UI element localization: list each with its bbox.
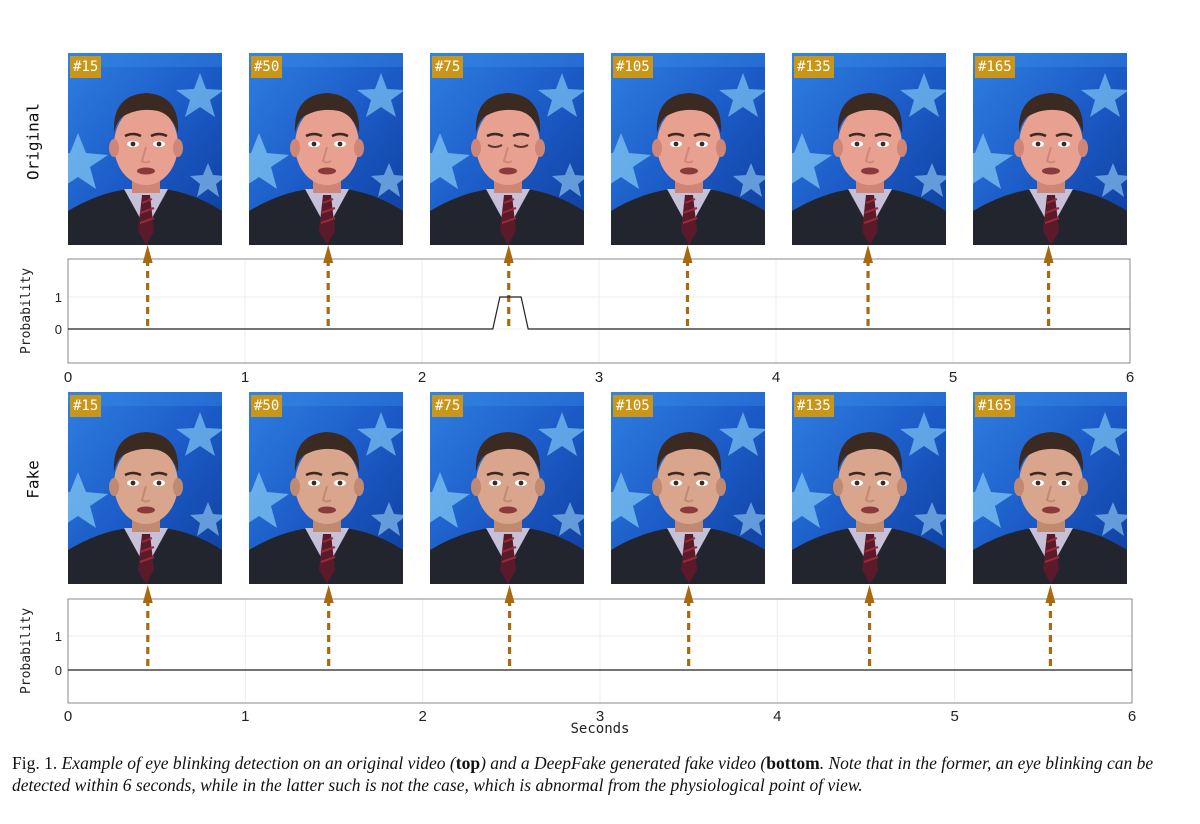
frame-number-badge: #165 <box>975 56 1015 78</box>
video-frame: #165 <box>973 53 1127 245</box>
video-frame: #105 <box>611 392 765 584</box>
frame-number-badge: #50 <box>251 395 283 417</box>
x-tick-label: 0 <box>64 369 72 386</box>
y-tick-label: 1 <box>55 290 62 305</box>
news-anchor-image <box>973 53 1127 245</box>
y-tick-label: 0 <box>55 322 62 337</box>
news-anchor-image <box>792 53 946 245</box>
arrow-head <box>683 585 694 603</box>
frame-number-badge: #75 <box>432 56 464 78</box>
video-frame: #15 <box>68 53 222 245</box>
y-tick-label: 0 <box>55 663 62 678</box>
x-tick-label: 6 <box>1126 369 1134 386</box>
frame-number-badge: #105 <box>613 56 653 78</box>
news-anchor-image <box>68 392 222 584</box>
arrow-head <box>863 245 874 263</box>
figure-caption: Fig. 1. Example of eye blinking detectio… <box>12 752 1190 796</box>
x-tick-label: 6 <box>1128 708 1136 725</box>
x-tick-label: 3 <box>596 708 604 725</box>
probability-line <box>68 296 1130 330</box>
frame-number-badge: #15 <box>70 395 102 417</box>
y-tick-label: 1 <box>55 629 62 644</box>
x-tick-label: 5 <box>950 708 958 725</box>
video-frame: #105 <box>611 53 765 245</box>
frame-number-badge: #165 <box>975 395 1015 417</box>
video-frame: #135 <box>792 53 946 245</box>
arrow-head <box>682 245 693 263</box>
video-frame: #50 <box>249 53 403 245</box>
frame-number-badge: #50 <box>251 56 283 78</box>
arrow-head <box>323 585 334 603</box>
x-tick-label: 1 <box>241 708 249 725</box>
x-tick-label: 3 <box>595 369 603 386</box>
arrow-head <box>864 585 875 603</box>
video-frame: #75 <box>430 53 584 245</box>
y-axis-label: Probability <box>19 268 34 354</box>
news-anchor-image <box>611 392 765 584</box>
arrow-head <box>504 585 515 603</box>
news-anchor-image <box>973 392 1127 584</box>
news-anchor-image <box>68 53 222 245</box>
x-tick-label: 5 <box>949 369 957 386</box>
frame-number-badge: #105 <box>613 395 653 417</box>
arrow-head <box>323 245 334 263</box>
frame-number-badge: #15 <box>70 56 102 78</box>
y-axis-label: Probability <box>19 608 34 694</box>
x-tick-label: 2 <box>418 369 426 386</box>
news-anchor-image <box>430 53 584 245</box>
original-probability-chart: 0 1 2 3 4 5 6 0 1 Probability <box>19 245 1134 386</box>
news-anchor-image <box>249 53 403 245</box>
news-anchor-image <box>792 392 946 584</box>
video-frame: #135 <box>792 392 946 584</box>
caption-bold-bottom: bottom <box>766 753 820 773</box>
video-frame: #75 <box>430 392 584 584</box>
plot-frame <box>67 258 1131 364</box>
caption-text-2: ) and a DeepFake generated fake video ( <box>480 753 767 773</box>
news-anchor-image <box>430 392 584 584</box>
x-tick-label: 2 <box>418 708 426 725</box>
plot-frame <box>67 598 1133 704</box>
x-tick-label: 4 <box>772 369 780 386</box>
frame-number-badge: #75 <box>432 395 464 417</box>
caption-fig-label: Fig. 1. <box>12 753 58 773</box>
x-tick-label: 0 <box>64 708 72 725</box>
frame-number-badge: #135 <box>794 56 834 78</box>
news-anchor-image <box>611 53 765 245</box>
arrow-head <box>1043 245 1054 263</box>
x-axis-label: Seconds <box>570 721 629 737</box>
arrow-head <box>503 245 514 263</box>
caption-bold-top: top <box>455 753 481 773</box>
caption-text-1: Example of eye blinking detection on an … <box>61 753 456 773</box>
video-frame: #165 <box>973 392 1127 584</box>
arrow-head <box>142 585 153 603</box>
arrow-head <box>1045 585 1056 603</box>
video-frame: #15 <box>68 392 222 584</box>
caption-text-3: . Note that in the former, an eye blinki… <box>12 753 1154 795</box>
x-tick-label: 4 <box>773 708 781 725</box>
x-tick-label: 1 <box>241 369 249 386</box>
frame-number-badge: #135 <box>794 395 834 417</box>
fake-probability-chart: 0 1 2 3 4 5 6 0 1 Probability Seconds <box>19 585 1136 737</box>
news-anchor-image <box>249 392 403 584</box>
video-frame: #50 <box>249 392 403 584</box>
arrow-head <box>142 245 153 263</box>
